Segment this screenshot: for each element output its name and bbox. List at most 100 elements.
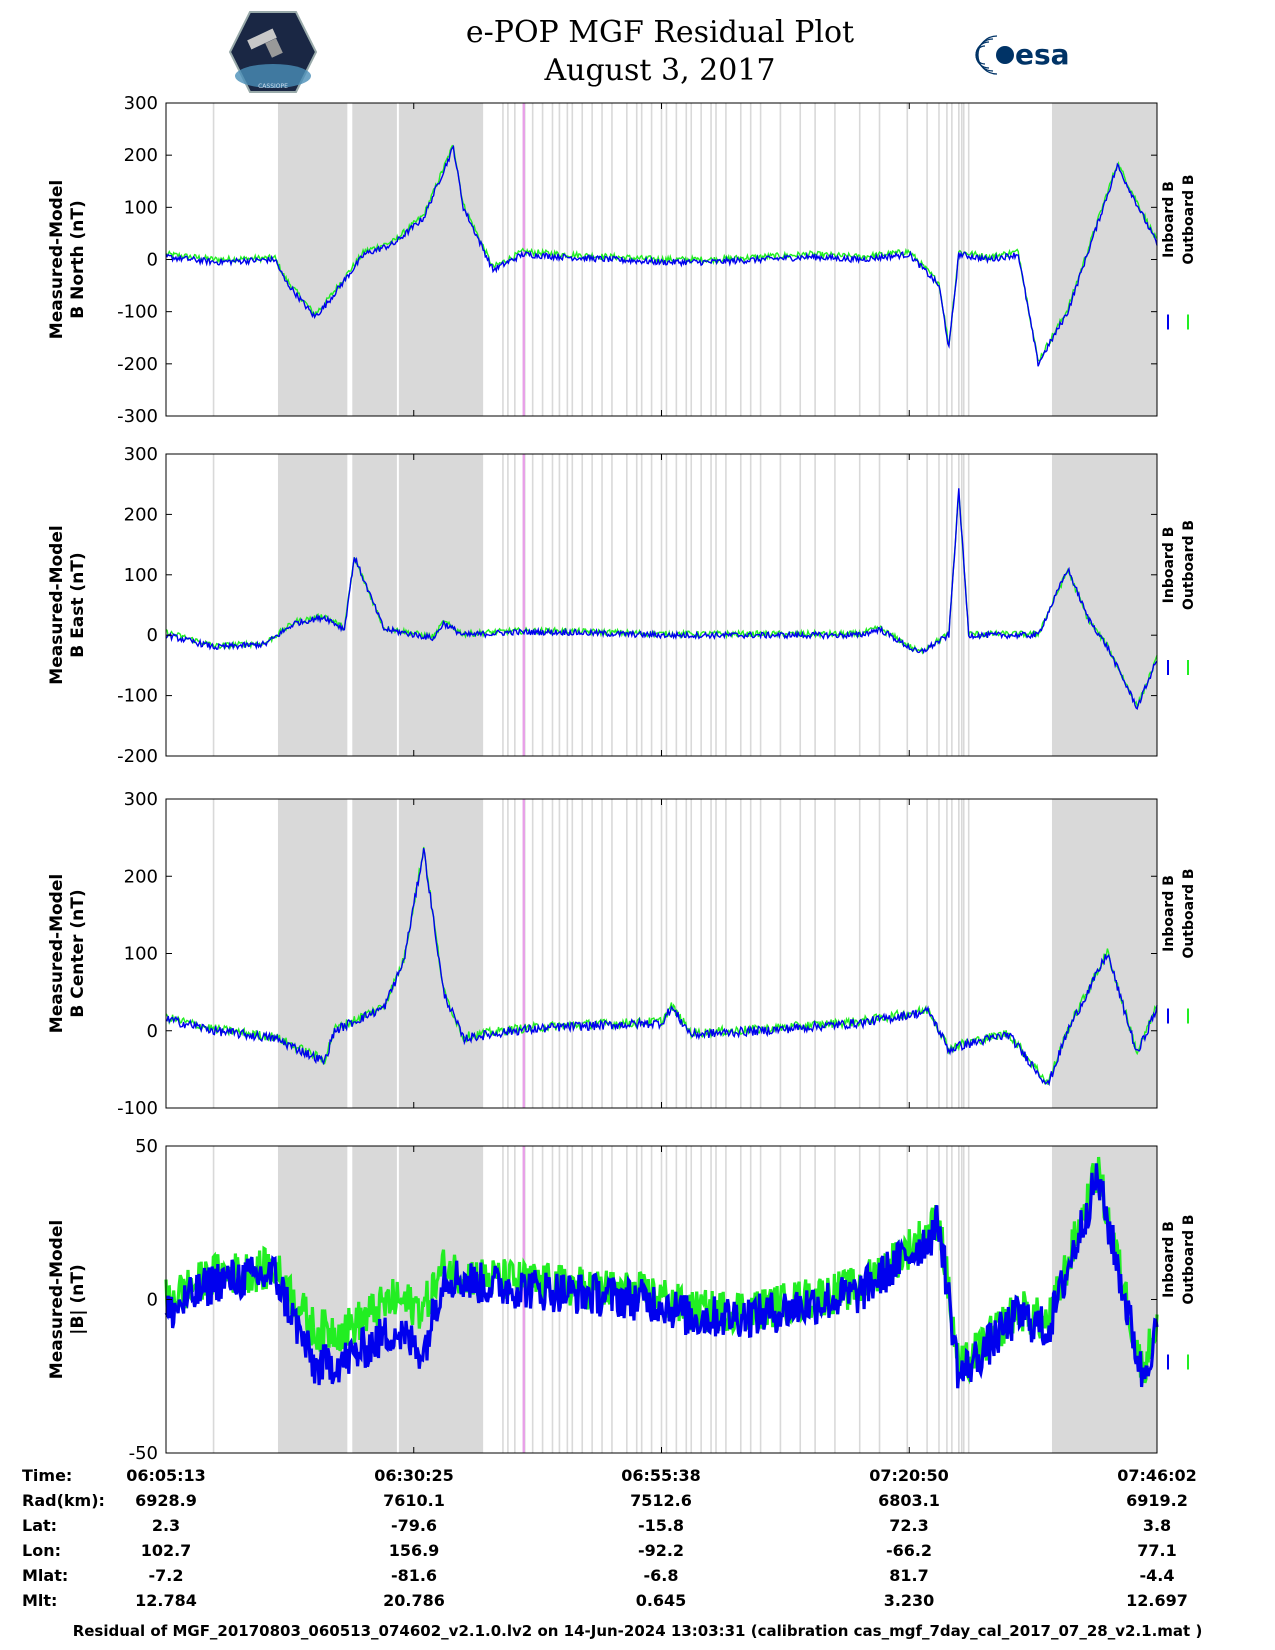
shade-line (725, 1146, 727, 1453)
shade-line (906, 454, 909, 756)
series-inboard (165, 847, 1158, 1087)
legend-label-outboard: Outboard B (1181, 520, 1197, 610)
shade-line (958, 799, 960, 1108)
y-axis-label: Measured-ModelB East (nT) (47, 525, 88, 684)
shade-line (834, 103, 836, 416)
shade-line (660, 454, 663, 756)
shade-line (710, 799, 712, 1108)
shade-line (675, 454, 678, 756)
shade-line (951, 1146, 953, 1453)
y-tick-label: 0 (147, 1290, 158, 1311)
shade-line (601, 799, 603, 1108)
shade-line (938, 454, 940, 756)
shade-line (514, 799, 516, 1108)
shade-line (749, 454, 752, 756)
shade-line (878, 1146, 881, 1453)
y-axis-label-line: B North (nT) (68, 200, 88, 319)
shade-line (675, 799, 678, 1108)
shade-line (906, 1146, 909, 1453)
shade-line (566, 103, 569, 416)
shade-line (551, 799, 554, 1108)
shade-line (962, 799, 965, 1108)
shade-line (878, 799, 881, 1108)
shade-line (951, 103, 953, 416)
info-row-value: 3.8 (1142, 1516, 1172, 1535)
y-axis-label-line: B East (nT) (68, 552, 88, 657)
legend-label-inboard: Inboard B (1161, 181, 1177, 258)
shade-line (749, 799, 752, 1108)
y-axis-label-line: Measured-Model (47, 525, 67, 684)
info-row-value: 2.3 (151, 1516, 181, 1535)
legend-label-inboard: Inboard B (1161, 875, 1177, 952)
shade-line (601, 454, 603, 756)
shade-line (635, 799, 638, 1108)
title-line-2: August 3, 2017 (544, 53, 776, 88)
legend-label-outboard: Outboard B (1181, 868, 1197, 958)
shade-line (962, 103, 965, 416)
shade-line (958, 454, 960, 756)
shade-line (611, 799, 613, 1108)
shade-line (938, 799, 940, 1108)
y-tick-label: 50 (135, 1136, 158, 1157)
shade-line (514, 454, 516, 756)
shade-line (566, 454, 569, 756)
event-marker (522, 799, 525, 1108)
info-row-value: 77.1 (1137, 1541, 1177, 1560)
info-row-value: 6928.9 (135, 1491, 197, 1510)
y-tick-label: -100 (117, 302, 158, 323)
info-row-value: 7512.6 (630, 1491, 692, 1510)
shade-line (566, 799, 569, 1108)
info-row-label: Lon: (22, 1541, 61, 1560)
shade-line (779, 103, 782, 416)
info-row-label: Rad(km): (22, 1491, 105, 1510)
shade-line (799, 454, 802, 756)
shade-line (739, 799, 742, 1108)
shade-line (626, 799, 628, 1108)
shade-band (1051, 103, 1157, 416)
shade-line (960, 1146, 963, 1453)
shade-line (951, 799, 953, 1108)
shade-line (690, 454, 693, 756)
y-axis-label-line: Measured-Model (47, 1220, 67, 1379)
title-line-1: e-POP MGF Residual Plot (465, 15, 855, 50)
info-row-value: 06:30:25 (374, 1466, 454, 1485)
esa-logo: esa (975, 35, 1070, 75)
shade-line (710, 454, 712, 756)
shade-line (858, 799, 861, 1108)
shade-line (710, 103, 712, 416)
shade-line (700, 454, 702, 756)
info-row-value: 6803.1 (878, 1491, 940, 1510)
shade-line (541, 103, 544, 416)
shade-line (502, 799, 504, 1108)
shade-line (685, 454, 688, 756)
y-tick-label: 200 (124, 866, 158, 887)
series-inboard (165, 144, 1158, 367)
y-tick-label: 0 (147, 1021, 158, 1042)
plot-title: e-POP MGF Residual Plot August 3, 2017 (350, 14, 970, 90)
y-tick-label: -200 (117, 746, 158, 767)
shade-line (551, 454, 554, 756)
shade-line (715, 454, 717, 756)
shade-line (725, 454, 727, 756)
shade-line (635, 454, 638, 756)
shade-band (398, 103, 484, 416)
shade-line (906, 799, 909, 1108)
shade-line (665, 454, 668, 756)
shade-band (277, 103, 348, 416)
shade-line (739, 454, 742, 756)
shade-line (938, 103, 940, 416)
shade-line (626, 454, 628, 756)
cassiope-logo: CASSIOPE (228, 11, 318, 93)
shade-line (531, 103, 534, 416)
info-row-label: Mlt: (22, 1591, 58, 1610)
shade-line (591, 454, 593, 756)
info-row-value: -79.6 (390, 1516, 438, 1535)
shade-line (946, 454, 948, 756)
legend-label-inboard: Inboard B (1161, 527, 1177, 604)
y-tick-label: -100 (117, 1098, 158, 1119)
shade-band (1051, 799, 1157, 1108)
event-marker (522, 1146, 525, 1453)
info-row: Mlt: 12.784 20.786 0.645 3.230 12.697 (0, 1591, 1275, 1613)
info-row-value: 07:46:02 (1117, 1466, 1197, 1485)
